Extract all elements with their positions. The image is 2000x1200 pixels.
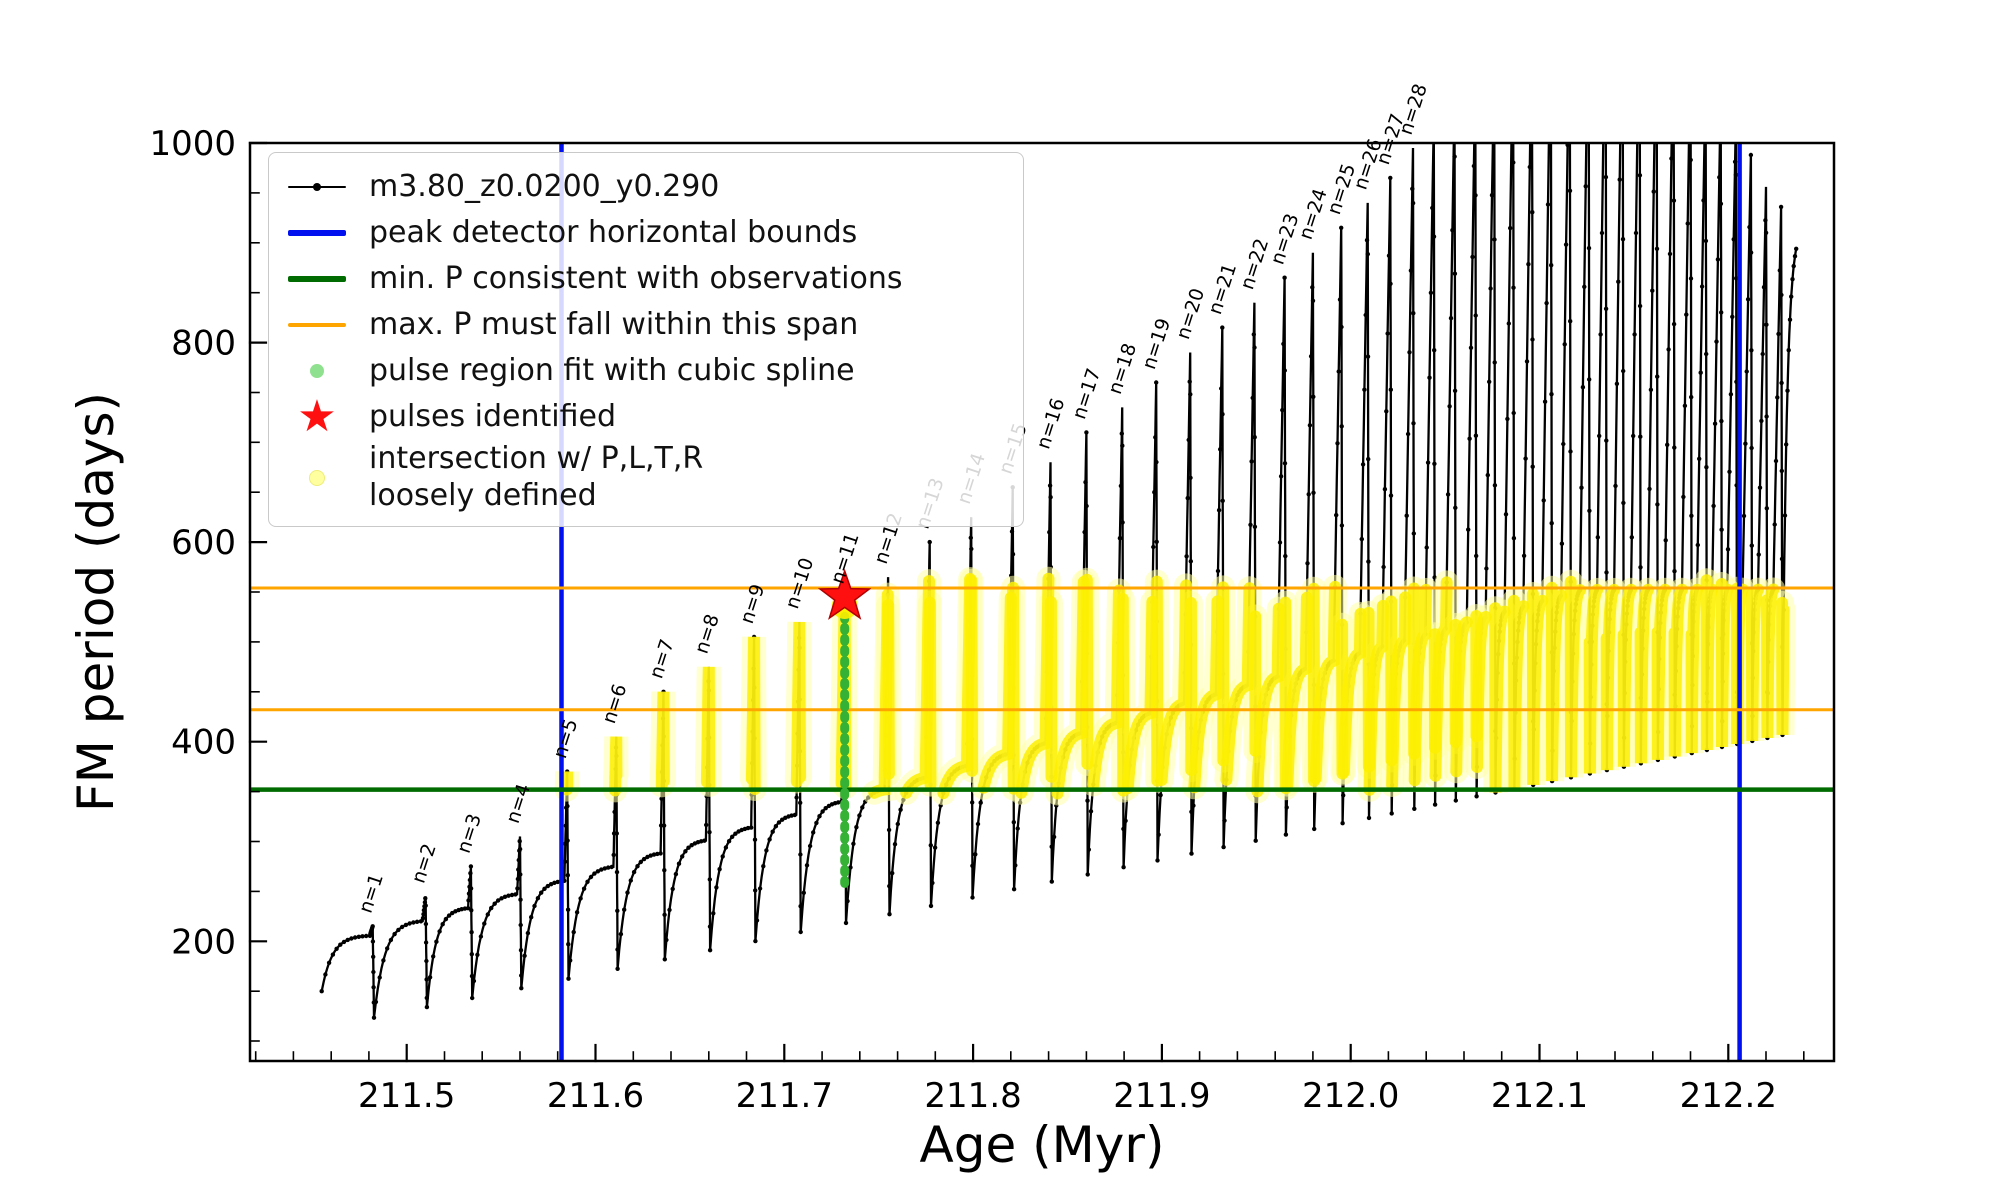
svg-text:n=20: n=20 xyxy=(1172,286,1209,342)
orange-line-marker-icon xyxy=(281,323,353,327)
lightgreen-dot-marker-icon xyxy=(281,364,353,378)
svg-text:211.6: 211.6 xyxy=(547,1076,644,1116)
star-icon: ★ xyxy=(297,391,337,442)
legend-label: peak detector horizontal bounds xyxy=(369,214,858,250)
svg-text:212.1: 212.1 xyxy=(1491,1076,1588,1116)
svg-text:n=10: n=10 xyxy=(781,555,818,611)
axes: 211.5 211.6 211.7 211.8 211.9 212.0 212.1 212.2… xyxy=(149,124,1836,1116)
svg-text:212.2: 212.2 xyxy=(1680,1076,1777,1116)
series-line-marker-icon xyxy=(281,183,353,191)
svg-text:n=22: n=22 xyxy=(1236,236,1273,292)
y-axis-label: FM period (days) xyxy=(67,392,125,812)
legend-label: pulses identified xyxy=(369,398,616,434)
svg-text:212.0: 212.0 xyxy=(1302,1076,1399,1116)
legend: m3.80_z0.0200_y0.290 peak detector horiz… xyxy=(268,152,1024,528)
blue-line-marker-icon xyxy=(281,230,353,236)
x-axis-label: Age (Myr) xyxy=(919,1116,1165,1174)
legend-label: min. P consistent with observations xyxy=(369,260,903,296)
yellow-dot-marker-icon xyxy=(281,469,353,486)
legend-item-series: m3.80_z0.0200_y0.290 xyxy=(281,165,1001,209)
svg-text:800: 800 xyxy=(171,324,236,364)
legend-item-peak-bounds: peak detector horizontal bounds xyxy=(281,211,1001,255)
svg-text:n=19: n=19 xyxy=(1138,316,1175,372)
svg-text:n=7: n=7 xyxy=(645,636,678,681)
svg-text:600: 600 xyxy=(171,523,236,563)
svg-text:n=16: n=16 xyxy=(1032,395,1069,451)
green-line-marker-icon xyxy=(281,276,353,282)
yellow-intersections xyxy=(554,566,1796,806)
svg-text:211.9: 211.9 xyxy=(1113,1076,1210,1116)
svg-text:211.7: 211.7 xyxy=(736,1076,833,1116)
svg-text:n=2: n=2 xyxy=(407,841,440,886)
svg-text:n=11: n=11 xyxy=(827,530,864,586)
svg-text:n=3: n=3 xyxy=(453,811,486,856)
legend-item-max-p: max. P must fall within this span xyxy=(281,303,1001,347)
legend-label: max. P must fall within this span xyxy=(369,306,859,342)
legend-item-pulses: ★ pulses identified xyxy=(281,395,1001,439)
legend-item-intersection: intersection w/ P,L,T,R loosely defined xyxy=(281,441,1001,514)
legend-label: intersection w/ P,L,T,R loosely defined xyxy=(369,441,704,513)
svg-text:1000: 1000 xyxy=(149,124,236,164)
svg-text:200: 200 xyxy=(171,922,236,962)
svg-text:n=17: n=17 xyxy=(1068,366,1105,422)
legend-item-min-p: min. P consistent with observations xyxy=(281,257,1001,301)
svg-text:400: 400 xyxy=(171,723,236,763)
legend-label: m3.80_z0.0200_y0.290 xyxy=(369,168,720,204)
svg-text:n=6: n=6 xyxy=(598,681,631,726)
legend-label: pulse region fit with cubic spline xyxy=(369,352,855,388)
svg-text:n=28: n=28 xyxy=(1395,81,1432,137)
svg-text:n=5: n=5 xyxy=(549,716,582,761)
svg-text:211.5: 211.5 xyxy=(358,1076,455,1116)
svg-text:211.8: 211.8 xyxy=(924,1076,1021,1116)
svg-text:n=24: n=24 xyxy=(1295,186,1332,242)
svg-text:n=21: n=21 xyxy=(1204,261,1241,317)
legend-item-spline: pulse region fit with cubic spline xyxy=(281,349,1001,393)
pulse-star xyxy=(817,568,872,620)
svg-text:n=1: n=1 xyxy=(355,871,388,916)
svg-text:n=23: n=23 xyxy=(1266,211,1303,267)
svg-text:n=8: n=8 xyxy=(691,612,724,657)
svg-text:n=18: n=18 xyxy=(1104,341,1141,397)
